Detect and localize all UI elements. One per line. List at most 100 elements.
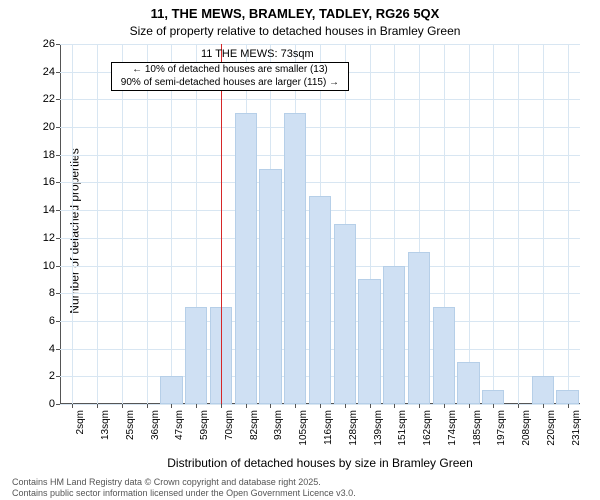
y-tick-label: 12 [15,232,55,244]
grid-hline [60,127,580,128]
x-tick-label: 197sqm [496,410,507,470]
grid-vline [171,44,172,404]
y-tick-mark [56,72,60,73]
x-tick-label: 116sqm [323,410,334,470]
x-tick-mark [246,404,247,408]
grid-vline [518,44,519,404]
x-tick-mark [444,404,445,408]
x-tick-label: 59sqm [199,410,210,470]
histogram-bar [433,307,455,404]
x-tick-mark [320,404,321,408]
y-tick-label: 6 [15,315,55,327]
x-tick-label: 128sqm [348,410,359,470]
histogram-bar [259,169,281,404]
chart-title-line1: 11, THE MEWS, BRAMLEY, TADLEY, RG26 5QX [0,6,590,21]
annotation-box: ← 10% of detached houses are smaller (13… [111,62,349,91]
property-marker-line [221,44,223,404]
y-tick-mark [56,376,60,377]
x-tick-label: 162sqm [422,410,433,470]
y-tick-mark [56,155,60,156]
histogram-bar [284,113,306,404]
grid-vline [97,44,98,404]
y-tick-mark [56,404,60,405]
x-tick-mark [345,404,346,408]
x-tick-label: 36sqm [150,410,161,470]
x-tick-mark [469,404,470,408]
histogram-bar [358,279,380,404]
x-tick-mark [370,404,371,408]
grid-vline [469,44,470,404]
y-tick-label: 4 [15,343,55,355]
plot-area: 11 THE MEWS: 73sqm← 10% of detached hous… [60,44,580,404]
x-tick-mark [543,404,544,408]
y-tick-mark [56,293,60,294]
y-tick-mark [56,182,60,183]
y-tick-mark [56,266,60,267]
histogram-chart: 11, THE MEWS, BRAMLEY, TADLEY, RG26 5QX … [0,0,600,500]
y-tick-mark [56,99,60,100]
grid-vline [122,44,123,404]
x-tick-label: 25sqm [125,410,136,470]
y-tick-label: 2 [15,370,55,382]
x-tick-mark [147,404,148,408]
x-tick-mark [419,404,420,408]
histogram-bar [309,196,331,404]
x-tick-label: 13sqm [100,410,111,470]
grid-vline [568,44,569,404]
x-tick-label: 174sqm [447,410,458,470]
y-tick-label: 0 [15,398,55,410]
x-tick-label: 70sqm [224,410,235,470]
y-tick-label: 26 [15,38,55,50]
histogram-bar [185,307,207,404]
y-tick-label: 10 [15,260,55,272]
x-tick-label: 185sqm [472,410,483,470]
y-tick-label: 24 [15,66,55,78]
x-tick-label: 47sqm [174,410,185,470]
grid-vline [493,44,494,404]
histogram-bar [457,362,479,404]
x-tick-mark [97,404,98,408]
x-tick-mark [72,404,73,408]
histogram-bar [383,266,405,404]
y-tick-mark [56,321,60,322]
annotation-line1: ← 10% of detached houses are smaller (13… [116,64,344,77]
x-tick-label: 220sqm [546,410,557,470]
chart-title-line2: Size of property relative to detached ho… [0,24,590,38]
y-tick-label: 18 [15,149,55,161]
grid-hline [60,182,580,183]
x-tick-label: 231sqm [571,410,582,470]
x-tick-label: 151sqm [397,410,408,470]
histogram-bar [556,390,578,404]
y-tick-label: 14 [15,204,55,216]
y-tick-mark [56,210,60,211]
grid-vline [72,44,73,404]
histogram-bar [334,224,356,404]
x-tick-label: 139sqm [373,410,384,470]
y-tick-label: 8 [15,287,55,299]
y-axis-line [60,44,61,404]
x-tick-label: 208sqm [521,410,532,470]
x-tick-mark [270,404,271,408]
footer-attribution: Contains HM Land Registry data © Crown c… [12,477,356,498]
x-tick-mark [196,404,197,408]
x-tick-label: 82sqm [249,410,260,470]
x-tick-mark [518,404,519,408]
y-tick-label: 20 [15,121,55,133]
x-tick-label: 93sqm [273,410,284,470]
footer-line1: Contains HM Land Registry data © Crown c… [12,477,356,487]
y-tick-label: 22 [15,93,55,105]
footer-line2: Contains public sector information licen… [12,488,356,498]
histogram-bar [408,252,430,404]
grid-vline [543,44,544,404]
x-tick-mark [295,404,296,408]
annotation-line2: 90% of semi-detached houses are larger (… [116,77,344,90]
x-tick-mark [221,404,222,408]
y-tick-label: 16 [15,176,55,188]
histogram-bar [235,113,257,404]
y-tick-mark [56,127,60,128]
grid-hline [60,44,580,45]
y-tick-mark [56,44,60,45]
histogram-bar [482,390,504,404]
grid-vline [147,44,148,404]
x-tick-mark [122,404,123,408]
